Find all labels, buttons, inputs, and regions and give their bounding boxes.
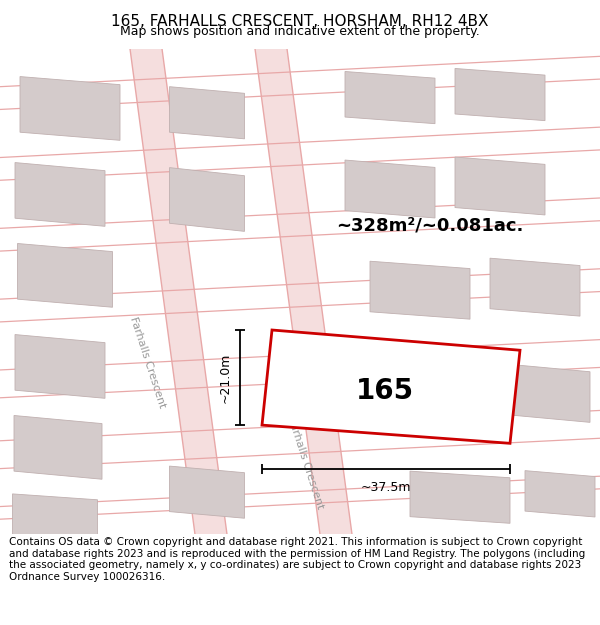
Polygon shape — [262, 330, 520, 443]
Polygon shape — [20, 77, 120, 140]
Polygon shape — [15, 162, 105, 226]
Polygon shape — [170, 87, 245, 139]
Text: Farhalls Crescent: Farhalls Crescent — [128, 316, 167, 409]
Polygon shape — [170, 168, 245, 231]
Polygon shape — [14, 416, 102, 479]
Text: ~328m²/~0.081ac.: ~328m²/~0.081ac. — [337, 217, 524, 235]
Polygon shape — [510, 364, 590, 423]
Text: 165: 165 — [356, 377, 414, 405]
Text: Map shows position and indicative extent of the property.: Map shows position and indicative extent… — [120, 25, 480, 38]
Polygon shape — [455, 69, 545, 121]
Polygon shape — [17, 244, 113, 308]
Polygon shape — [490, 258, 580, 316]
Polygon shape — [345, 160, 435, 218]
Polygon shape — [455, 157, 545, 215]
Text: ~21.0m: ~21.0m — [219, 352, 232, 402]
Polygon shape — [255, 49, 352, 534]
Text: ~37.5m: ~37.5m — [361, 481, 411, 494]
Polygon shape — [130, 49, 227, 534]
Text: Contains OS data © Crown copyright and database right 2021. This information is : Contains OS data © Crown copyright and d… — [9, 537, 585, 582]
Text: 165, FARHALLS CRESCENT, HORSHAM, RH12 4BX: 165, FARHALLS CRESCENT, HORSHAM, RH12 4B… — [111, 14, 489, 29]
Polygon shape — [170, 466, 245, 518]
Text: Farhalls Crescent: Farhalls Crescent — [287, 417, 325, 511]
Polygon shape — [390, 368, 490, 426]
Polygon shape — [15, 334, 105, 398]
Polygon shape — [13, 494, 97, 540]
Polygon shape — [525, 471, 595, 517]
Polygon shape — [370, 261, 470, 319]
Polygon shape — [410, 471, 510, 523]
Polygon shape — [345, 71, 435, 124]
